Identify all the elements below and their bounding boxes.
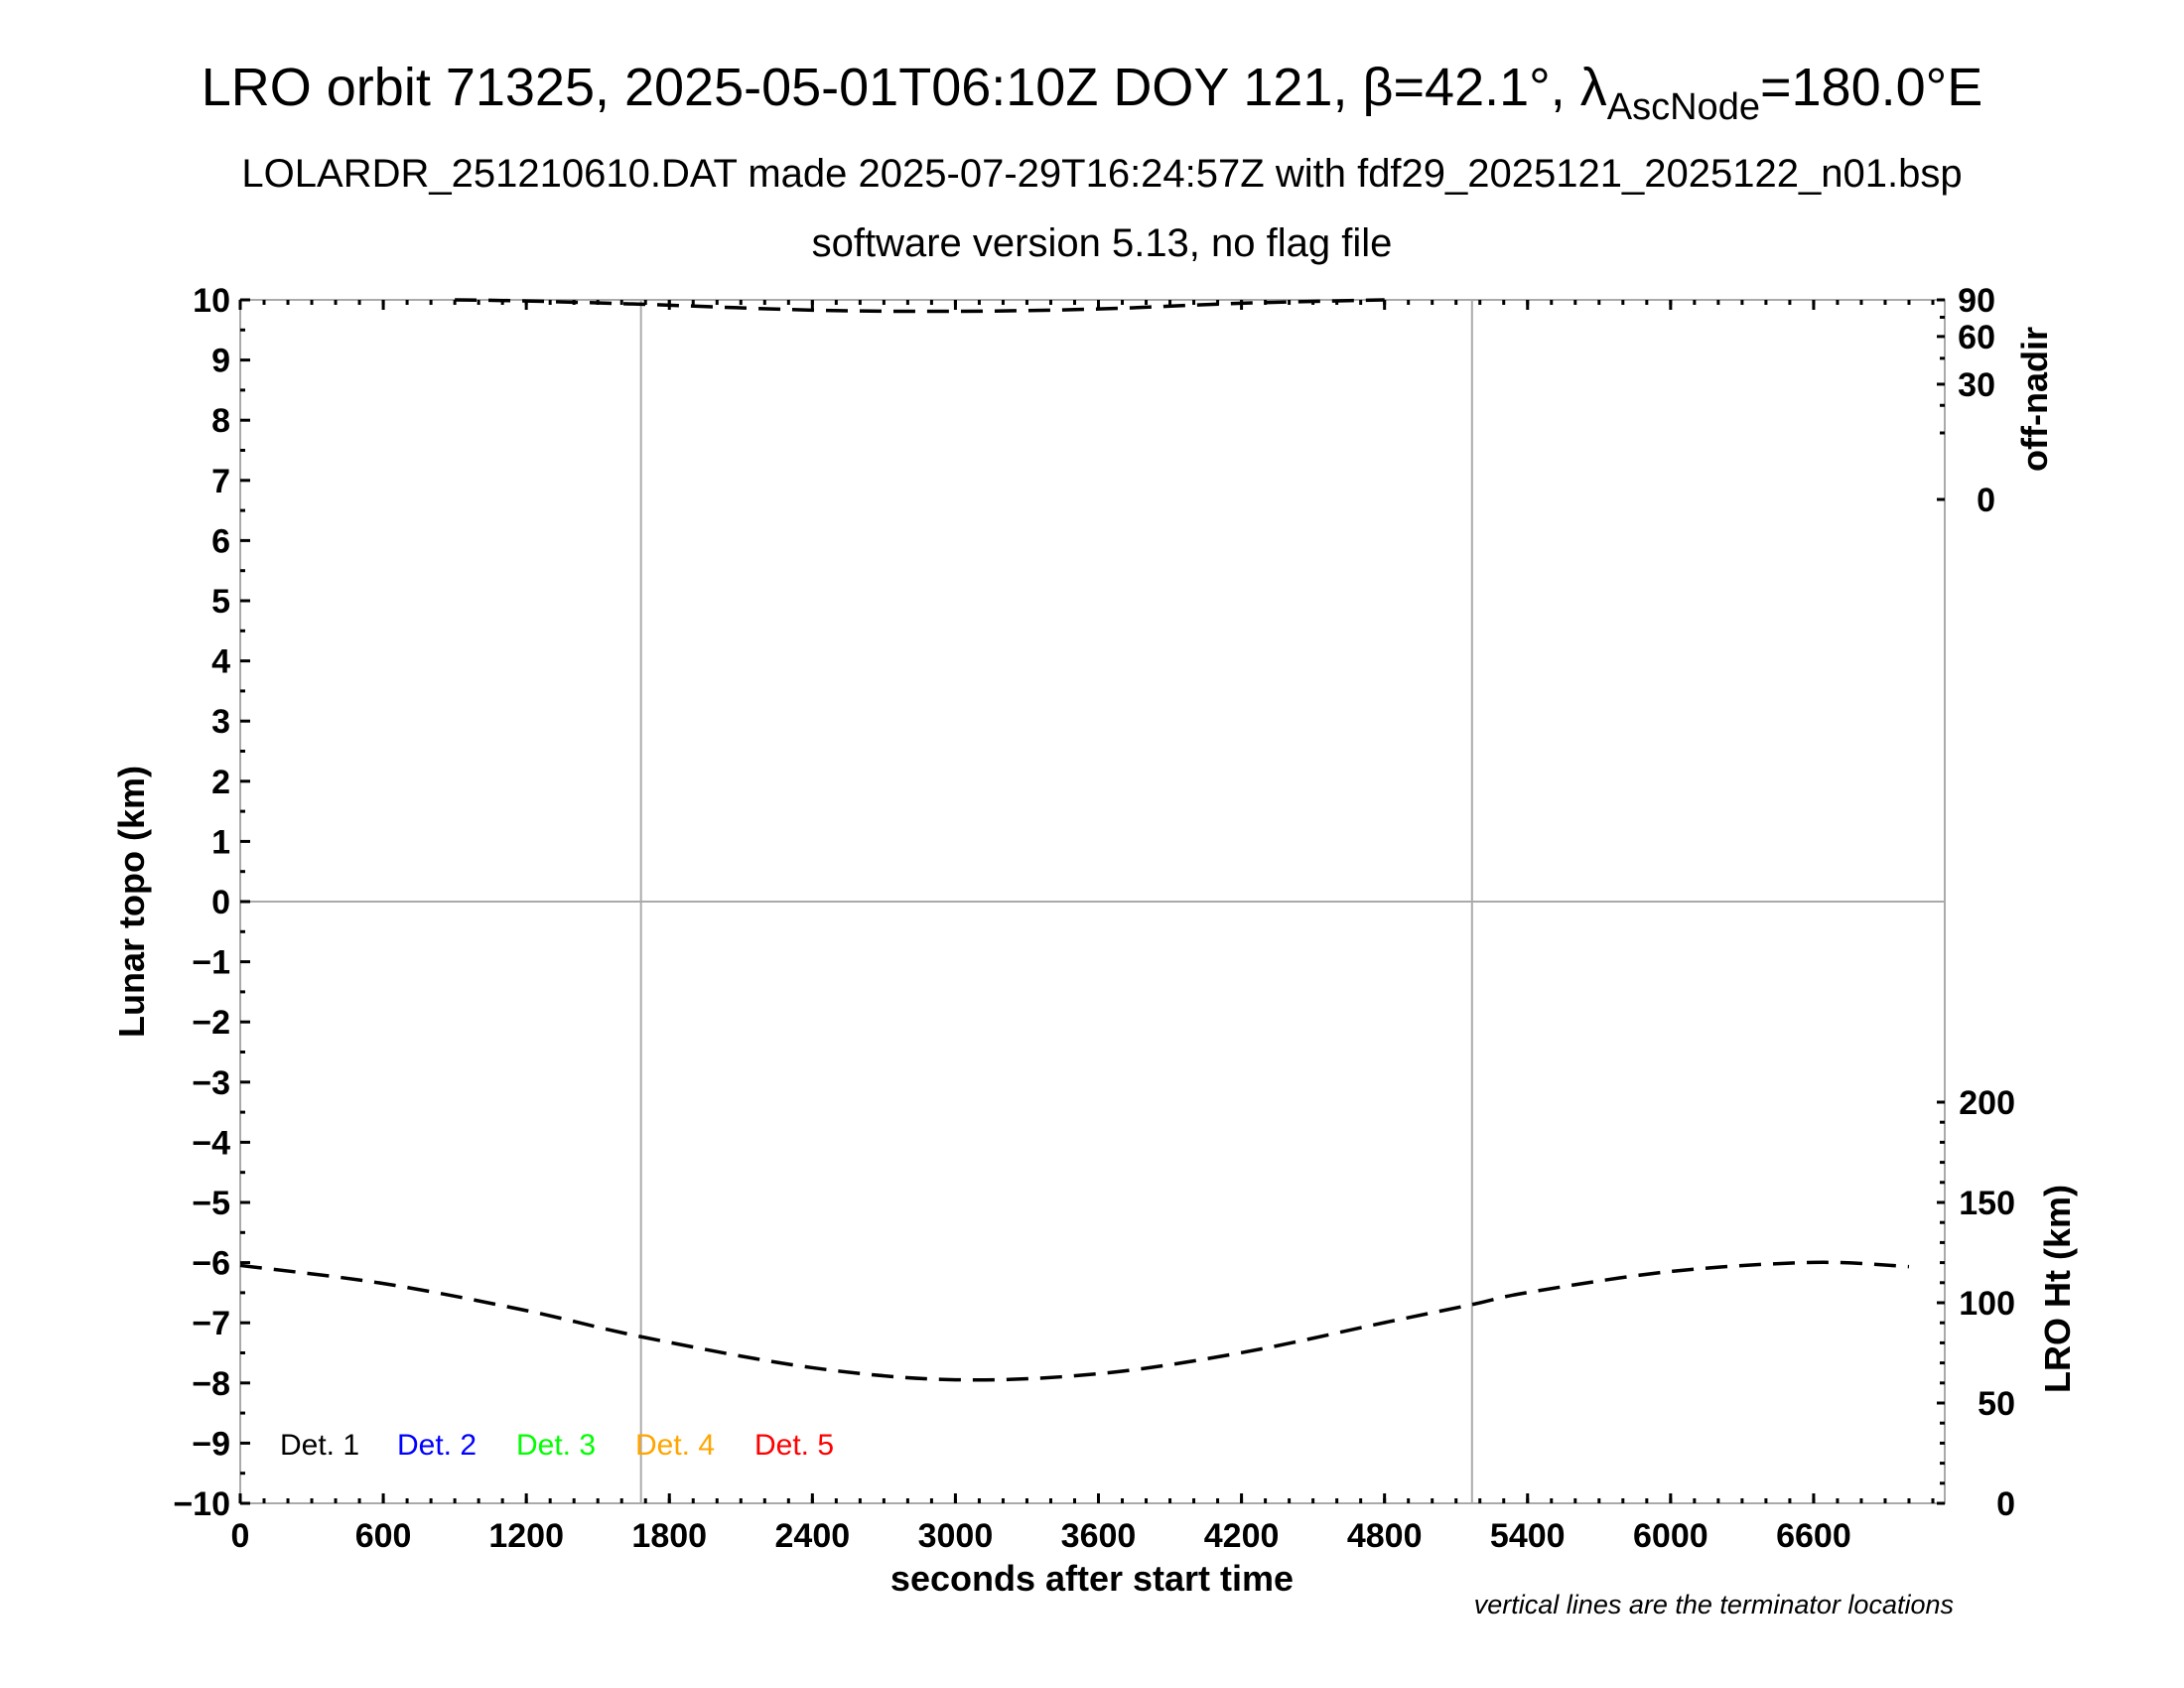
x-tick-label: 0 (231, 1517, 250, 1555)
x-tick-label: 1800 (631, 1517, 707, 1555)
y-tick-label: −8 (192, 1365, 230, 1403)
y-tick-label: 7 (211, 463, 230, 500)
y2-top-label: off-nadir (2014, 327, 2055, 472)
x-tick-label: 3000 (918, 1517, 994, 1555)
y-tick-label: −1 (192, 944, 230, 982)
y-tick-label: 1 (211, 823, 230, 861)
height-tick-label: 100 (1959, 1285, 2015, 1323)
legend-entry: Det. 4 (635, 1429, 715, 1462)
offnadir-tick-label: 60 (1958, 319, 1995, 356)
legend-entry: Det. 1 (280, 1429, 359, 1462)
y-tick-label: −2 (192, 1004, 230, 1042)
y-tick-label: 9 (211, 343, 230, 380)
x-tick-label: 5400 (1490, 1517, 1566, 1555)
x-tick-label: 600 (355, 1517, 412, 1555)
x-tick-label: 4800 (1347, 1517, 1423, 1555)
y-tick-label: 5 (211, 583, 230, 621)
y-tick-label: −6 (192, 1245, 230, 1283)
chart-subtitle: LOLARDR_251210610.DAT made 2025-07-29T16… (241, 152, 1962, 196)
offnadir-tick-label: 30 (1958, 366, 1995, 404)
y-tick-label: −5 (192, 1185, 230, 1222)
height-tick-label: 200 (1959, 1084, 2015, 1122)
legend-entry: Det. 2 (397, 1429, 477, 1462)
x-tick-label: 1200 (488, 1517, 564, 1555)
legend-entry: Det. 3 (516, 1429, 596, 1462)
y-tick-label: −10 (173, 1485, 230, 1523)
y-axis-label: Lunar topo (km) (111, 766, 152, 1038)
y-tick-label: −9 (192, 1425, 230, 1463)
y-tick-label: 8 (211, 402, 230, 440)
footnote: vertical lines are the terminator locati… (1474, 1590, 1954, 1619)
y-tick-label: 0 (211, 884, 230, 921)
y-tick-label: 6 (211, 522, 230, 560)
y-tick-label: 2 (211, 764, 230, 801)
y-tick-label: 3 (211, 703, 230, 741)
y-tick-label: −3 (192, 1064, 230, 1102)
y-tick-label: −7 (192, 1305, 230, 1342)
x-tick-label: 2400 (775, 1517, 851, 1555)
legend-entry: Det. 5 (754, 1429, 834, 1462)
lro-height-line (239, 1260, 1910, 1382)
x-tick-label: 3600 (1061, 1517, 1137, 1555)
x-tick-label: 4200 (1204, 1517, 1280, 1555)
chart-subtitle-2: software version 5.13, no flag file (812, 221, 1393, 265)
y-tick-label: 4 (211, 643, 230, 681)
offnadir-tick-label: 90 (1958, 282, 1995, 320)
chart-title: LRO orbit 71325, 2025-05-01T06:10Z DOY 1… (202, 58, 1983, 128)
x-tick-label: 6000 (1633, 1517, 1708, 1555)
x-tick-label: 6600 (1776, 1517, 1851, 1555)
y-tick-label: 10 (193, 282, 230, 320)
height-tick-label: 50 (1978, 1385, 2015, 1423)
y2-bottom-label: LRO Ht (km) (2037, 1185, 2078, 1393)
height-tick-label: 0 (1996, 1485, 2015, 1523)
offnadir-line (455, 298, 1385, 314)
y-tick-label: −4 (192, 1124, 230, 1162)
x-axis-label: seconds after start time (890, 1558, 1294, 1599)
offnadir-tick-label: 0 (1977, 482, 1995, 519)
height-tick-label: 150 (1959, 1185, 2015, 1222)
